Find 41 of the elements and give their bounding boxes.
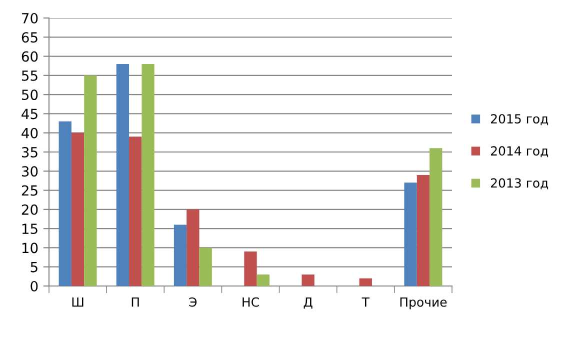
- bar: [404, 182, 417, 286]
- bar: [116, 64, 130, 286]
- y-tick-label: 55: [22, 70, 38, 81]
- bar: [58, 121, 72, 286]
- y-tick-label: 5: [30, 262, 38, 272]
- x-tick-label: Т: [362, 297, 370, 307]
- bar: [244, 252, 257, 286]
- bar: [186, 209, 200, 286]
- y-tick-label: 65: [22, 32, 38, 43]
- bar: [142, 64, 154, 286]
- x-tick-label: П: [132, 297, 139, 307]
- bar: [129, 136, 142, 286]
- y-tick-label: 50: [22, 90, 38, 100]
- y-tick-label: 0: [30, 280, 38, 292]
- bar: [359, 278, 372, 286]
- bar: [84, 75, 97, 286]
- bar: [199, 248, 212, 286]
- bar: [416, 174, 430, 286]
- x-tick-label: Д: [304, 297, 312, 309]
- y-tick-label: 30: [22, 166, 38, 177]
- y-tick-label: 60: [22, 51, 38, 62]
- legend-label: 2013 год: [490, 178, 548, 190]
- bar: [71, 132, 84, 286]
- x-tick-label: Э: [189, 297, 197, 307]
- bar: [430, 148, 442, 286]
- x-tick-label: Прочие: [400, 297, 447, 310]
- y-tick-label: 10: [22, 242, 38, 254]
- x-tick-label: Ш: [72, 297, 84, 307]
- y-tick-label: 35: [22, 146, 38, 158]
- bar: [256, 274, 270, 286]
- bar: [174, 224, 187, 286]
- legend-label: 2014 год: [490, 146, 548, 158]
- bar: [302, 274, 314, 286]
- legend-label: 2015 год: [490, 114, 548, 126]
- y-tick-label: 25: [22, 185, 38, 196]
- y-tick-label: 45: [22, 108, 38, 120]
- y-tick-label: 70: [22, 12, 38, 24]
- y-tick-label: 40: [22, 128, 38, 138]
- x-tick-label: НС: [242, 297, 259, 307]
- y-tick-label: 20: [22, 204, 38, 215]
- y-tick-label: 15: [22, 224, 38, 234]
